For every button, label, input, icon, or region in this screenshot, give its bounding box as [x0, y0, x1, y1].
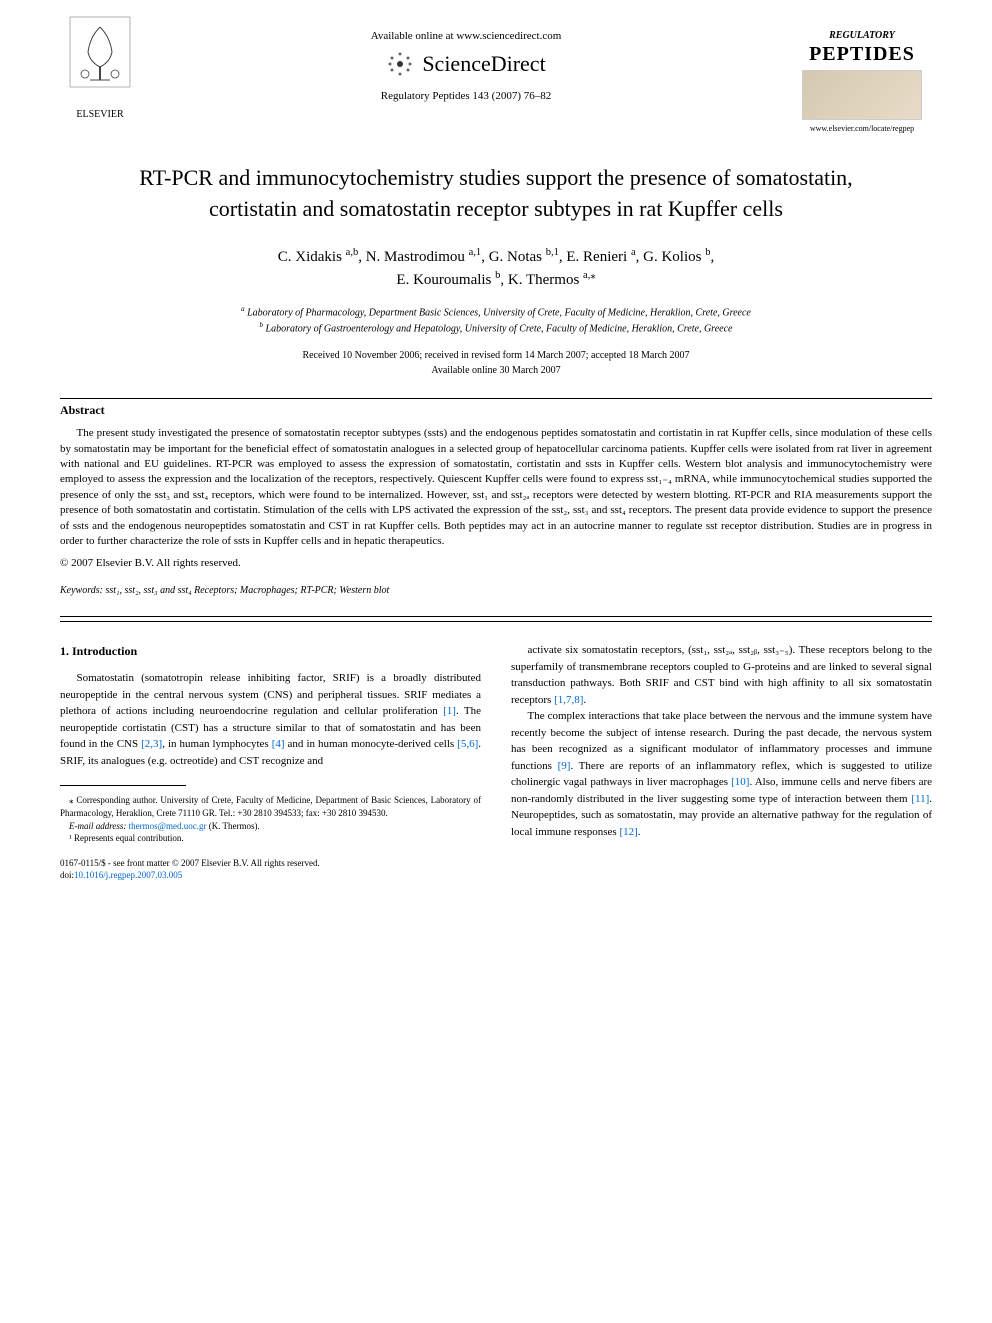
journal-logo-block: REGULATORY PEPTIDES www.elsevier.com/loc… — [792, 30, 932, 133]
ref-link-1[interactable]: [1] — [443, 705, 456, 717]
abstract-heading: Abstract — [60, 403, 932, 418]
affiliations: a Laboratory of Pharmacology, Department… — [60, 304, 932, 337]
sciencedirect-logo: ScienceDirect — [160, 50, 772, 78]
copyright-text: © 2007 Elsevier B.V. All rights reserved… — [60, 557, 932, 569]
author-6: E. Kouroumalis — [396, 272, 495, 288]
author-3-sup: b,1 — [546, 247, 559, 258]
affiliation-a: Laboratory of Pharmacology, Department B… — [247, 307, 751, 318]
intro-text-2b: . — [583, 694, 586, 706]
ref-link-23[interactable]: [2,3] — [141, 738, 162, 750]
article-dates: Received 10 November 2006; received in r… — [60, 348, 932, 378]
elsevier-text: ELSEVIER — [60, 109, 140, 120]
abstract-text: The present study investigated the prese… — [60, 426, 932, 549]
ref-link-9[interactable]: [9] — [558, 760, 571, 772]
issn-text: 0167-0115/$ - see front matter © 2007 El… — [60, 857, 481, 870]
journal-url: www.elsevier.com/locate/regpep — [792, 124, 932, 133]
sciencedirect-text: ScienceDirect — [422, 51, 545, 77]
footer-notes: ⁎ Corresponding author. University of Cr… — [60, 794, 481, 844]
email-line: E-mail address: thermos@med.uoc.gr (K. T… — [60, 820, 481, 833]
dates-received: Received 10 November 2006; received in r… — [302, 350, 689, 361]
keywords-label: Keywords: — [60, 585, 103, 596]
corresponding-author: ⁎ Corresponding author. University of Cr… — [60, 794, 481, 819]
email-suffix: (K. Thermos). — [206, 821, 259, 831]
ref-link-10[interactable]: [10] — [731, 776, 749, 788]
ref-link-178[interactable]: [1,7,8] — [554, 694, 583, 706]
ref-link-4[interactable]: [4] — [272, 738, 285, 750]
center-header: Available online at www.sciencedirect.co… — [140, 30, 792, 102]
left-column: 1. Introduction Somatostatin (somatotrop… — [60, 642, 481, 882]
right-column: activate six somatostatin receptors, (ss… — [511, 642, 932, 882]
author-1-sup: a,b — [346, 247, 359, 258]
intro-text-1d: and in human monocyte-derived cells — [285, 738, 458, 750]
author-2-sup: a,1 — [469, 247, 482, 258]
author-5: , G. Kolios — [636, 249, 706, 265]
affiliation-b-sup: b — [260, 321, 264, 329]
doi-section: 0167-0115/$ - see front matter © 2007 El… — [60, 857, 481, 882]
doi-label: doi: — [60, 870, 74, 880]
divider — [60, 616, 932, 617]
page-header: ELSEVIER Available online at www.science… — [60, 30, 932, 133]
journal-cover-image — [802, 70, 922, 120]
affiliation-b: Laboratory of Gastroenterology and Hepat… — [266, 323, 733, 334]
peptides-title: PEPTIDES — [792, 43, 932, 66]
comma: , — [710, 249, 714, 265]
intro-text-1c: , in human lymphocytes — [162, 738, 272, 750]
abstract-section: Abstract The present study investigated … — [60, 403, 932, 569]
doi-line: doi:10.1016/j.regpep.2007.03.005 — [60, 869, 481, 882]
divider — [60, 398, 932, 399]
sciencedirect-icon — [386, 50, 414, 78]
email-label: E-mail address: — [69, 821, 129, 831]
dates-online: Available online 30 March 2007 — [431, 365, 560, 376]
author-4: , E. Renieri — [559, 249, 631, 265]
elsevier-logo: ELSEVIER — [60, 12, 140, 120]
intro-paragraph-2: activate six somatostatin receptors, (ss… — [511, 642, 932, 708]
main-content: 1. Introduction Somatostatin (somatotrop… — [60, 642, 932, 882]
ref-link-56[interactable]: [5,6] — [457, 738, 478, 750]
keywords-section: Keywords: sst₁, sst₂, sst₃ and sst₄ Rece… — [60, 585, 932, 596]
divider — [60, 621, 932, 622]
ref-link-11[interactable]: [11] — [911, 793, 929, 805]
affiliation-a-sup: a — [241, 305, 245, 313]
elsevier-tree-icon — [60, 12, 140, 102]
elsevier-logo-block: ELSEVIER — [60, 30, 140, 120]
intro-text-1a: Somatostatin (somatotropin release inhib… — [60, 672, 481, 717]
introduction-heading: 1. Introduction — [60, 642, 481, 660]
author-3: , G. Notas — [481, 249, 546, 265]
intro-paragraph-3: The complex interactions that take place… — [511, 708, 932, 840]
footer-divider — [60, 785, 186, 786]
author-7: , K. Thermos — [500, 272, 583, 288]
available-online-text: Available online at www.sciencedirect.co… — [160, 30, 772, 42]
doi-link[interactable]: 10.1016/j.regpep.2007.03.005 — [74, 870, 182, 880]
corresponding-star: ⁎ — [590, 270, 595, 281]
regulatory-label: REGULATORY — [792, 30, 932, 41]
keywords-text: sst₁, sst₂, sst₃ and sst₄ Receptors; Mac… — [103, 585, 389, 596]
article-title: RT-PCR and immunocytochemistry studies s… — [100, 163, 892, 225]
intro-paragraph-1: Somatostatin (somatotropin release inhib… — [60, 670, 481, 769]
intro-text-3e: . — [638, 826, 641, 838]
ref-link-12[interactable]: [12] — [619, 826, 637, 838]
journal-reference: Regulatory Peptides 143 (2007) 76–82 — [160, 90, 772, 102]
author-1: C. Xidakis — [278, 249, 346, 265]
author-2: , N. Mastrodimou — [358, 249, 468, 265]
email-link[interactable]: thermos@med.uoc.gr — [129, 821, 207, 831]
authors-list: C. Xidakis a,b, N. Mastrodimou a,1, G. N… — [60, 245, 932, 292]
equal-contribution: ¹ Represents equal contribution. — [60, 832, 481, 845]
